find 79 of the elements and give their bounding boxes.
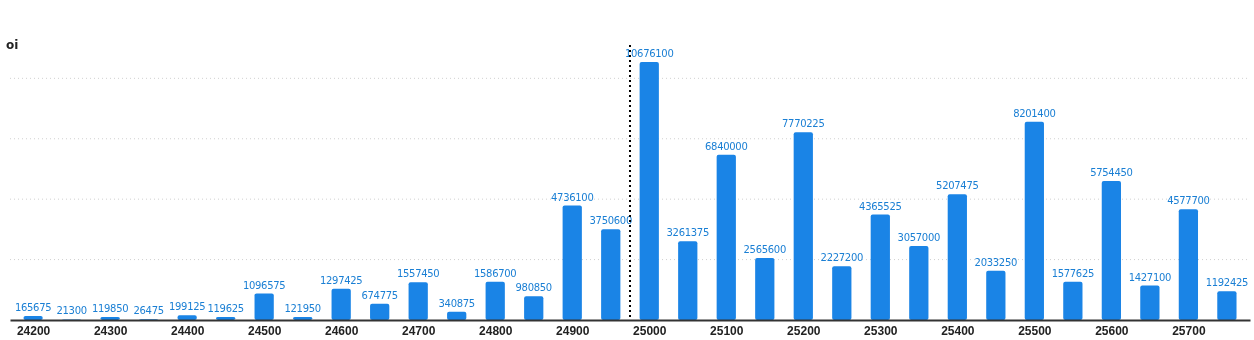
data-label: 26475: [133, 305, 164, 317]
data-label: 121950: [284, 303, 321, 315]
bar: [254, 293, 274, 320]
data-label: 3057000: [897, 232, 941, 244]
bar: [100, 317, 120, 320]
bar: [562, 205, 582, 320]
data-label: 980850: [515, 282, 552, 294]
data-label: 1096575: [242, 279, 286, 291]
data-label: 4736100: [551, 191, 594, 203]
bar: [678, 241, 698, 320]
data-label: 5207475: [936, 180, 979, 192]
x-tick-label: 25500: [1018, 323, 1052, 338]
bar: [947, 194, 967, 320]
data-label: 1557450: [396, 268, 440, 280]
data-label: 165675: [14, 302, 52, 313]
data-label: 2565600: [743, 244, 786, 255]
x-tick-label: 25700: [1172, 323, 1206, 338]
bar: [986, 270, 1006, 320]
bar: [1101, 180, 1121, 320]
x-tick-label: 24700: [402, 323, 436, 338]
data-label: 340875: [438, 297, 475, 309]
data-label: 8201400: [1013, 107, 1056, 119]
x-tick-label: 25300: [864, 323, 898, 338]
bar: [1217, 291, 1237, 320]
bar: [639, 62, 659, 320]
data-label: 21300: [56, 305, 87, 317]
data-label: 6840000: [705, 140, 748, 152]
data-label: 1427100: [1128, 271, 1172, 283]
bar: [23, 316, 43, 320]
bar: [870, 214, 890, 320]
data-label: 199125: [168, 301, 206, 313]
data-label: 3261375: [666, 227, 709, 239]
bar: [331, 288, 351, 320]
bar: [1178, 209, 1199, 320]
bar: [1063, 281, 1083, 320]
data-label: 1586700: [474, 267, 517, 279]
bar: [293, 317, 313, 320]
x-tick-label: 24600: [324, 323, 359, 338]
data-label: 4577700: [1167, 195, 1210, 207]
bar: [793, 132, 813, 320]
bar: [755, 258, 775, 320]
bar: [601, 229, 621, 320]
x-tick-label: 25100: [710, 323, 744, 338]
x-tick-label: 24200: [16, 323, 51, 338]
x-tick-label: 24300: [93, 323, 128, 338]
x-tick-label: 25000: [633, 323, 667, 338]
data-label: 3750600: [589, 215, 632, 227]
data-label: 5754450: [1090, 166, 1133, 178]
data-label: 4365525: [859, 200, 902, 212]
x-tick-label: 25600: [1095, 323, 1129, 338]
data-label: 119625: [207, 303, 244, 315]
x-tick-label: 24500: [247, 323, 282, 338]
bar: [216, 317, 236, 320]
data-label: 119850: [91, 303, 129, 315]
bar: [177, 315, 197, 320]
bar: [1024, 121, 1044, 320]
bar: [716, 154, 736, 320]
x-tick-label: 25200: [787, 323, 821, 338]
data-label: 2227200: [820, 252, 864, 264]
y-axis-title: oi: [6, 38, 19, 52]
data-label: 1577625: [1051, 267, 1095, 279]
bar: [1140, 285, 1160, 320]
bar: [447, 311, 467, 320]
x-tick-label: 24400: [170, 323, 205, 338]
x-tick-label: 25400: [941, 323, 975, 338]
data-label: 674775: [361, 289, 398, 301]
data-label: 7770225: [782, 118, 825, 130]
bar: [832, 266, 852, 320]
x-tick-label: 24900: [556, 323, 590, 338]
data-label: 1297425: [319, 274, 363, 286]
bar: [524, 296, 544, 320]
x-tick-label: 24800: [479, 323, 513, 338]
data-label: 10676100: [625, 48, 674, 59]
bar: [909, 246, 929, 320]
data-label: 1192425: [1205, 277, 1249, 289]
bar: [485, 281, 505, 320]
bar: [370, 303, 390, 320]
data-label: 2033250: [974, 256, 1018, 268]
bar: [408, 282, 428, 320]
